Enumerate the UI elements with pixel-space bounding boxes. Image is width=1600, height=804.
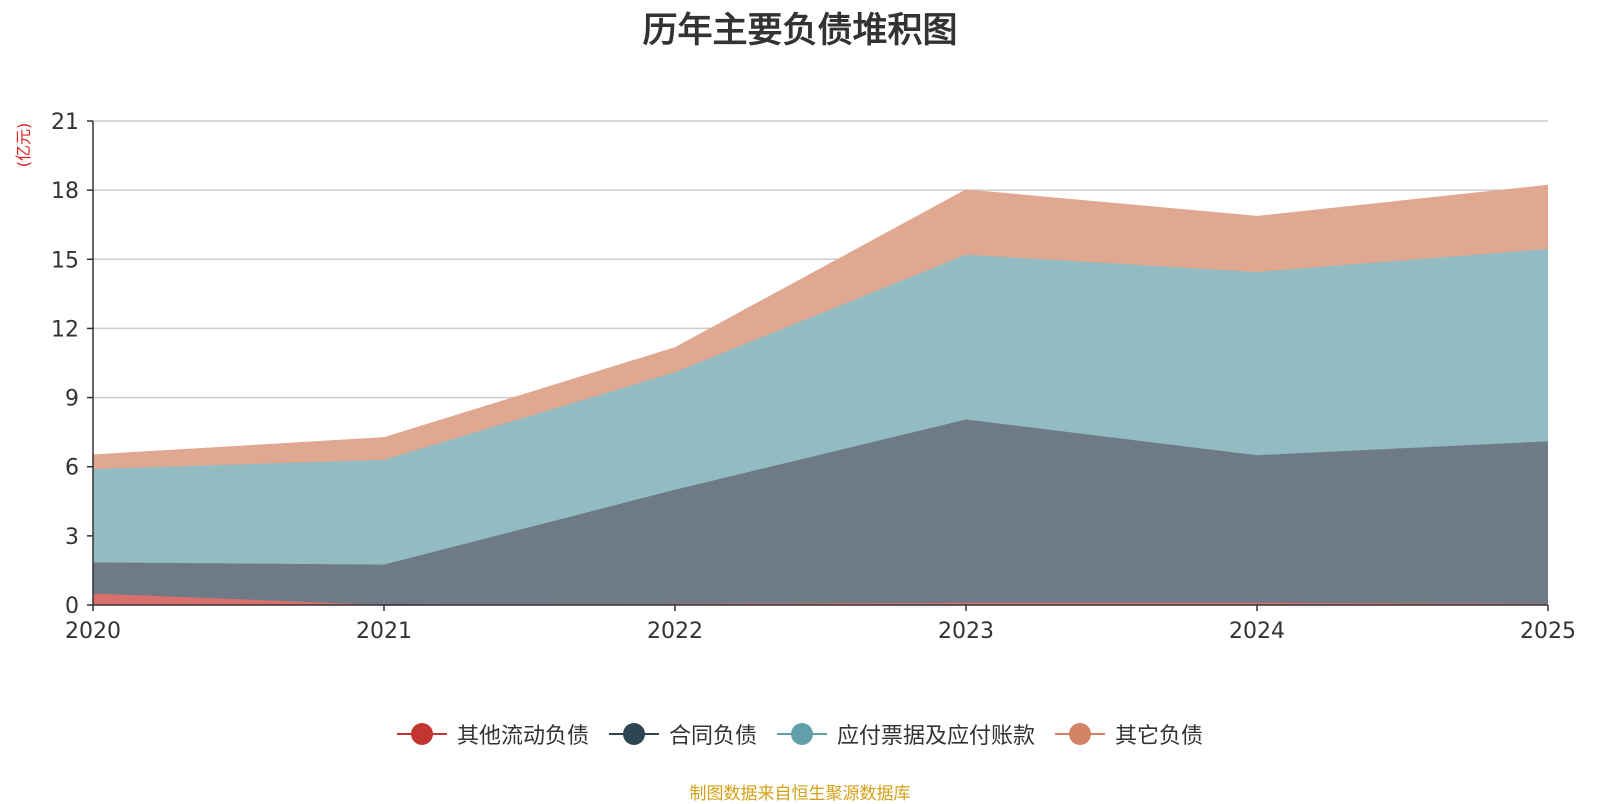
chart-legend: 其他流动负债 合同负债 应付票据及应付账款 其它负债 [0,718,1600,750]
legend-label: 应付票据及应付账款 [837,724,1036,749]
legend-marker-icon [1055,721,1106,747]
legend-label: 其它负债 [1115,724,1204,749]
y-tick-label: 21 [51,110,79,135]
x-tick-label: 2021 [356,619,412,644]
y-tick-label: 6 [65,456,79,481]
x-tick-label: 2025 [1520,619,1576,644]
x-tick-label: 2023 [938,619,994,644]
legend-item-1[interactable]: 合同负债 [608,718,757,750]
y-tick-label: 15 [51,248,79,273]
area-series-1 [93,419,1548,605]
legend-label: 合同负债 [668,724,757,749]
x-tick-label: 2024 [1229,619,1285,644]
y-tick-label: 12 [51,317,79,342]
legend-marker-icon [777,721,827,747]
data-source-note: 制图数据来自恒生聚源数据库 [689,784,911,804]
y-tick-label: 9 [65,387,79,412]
legend-item-3[interactable]: 其它负债 [1055,718,1203,750]
legend-marker-icon [608,721,659,747]
x-tick-label: 2022 [647,619,703,644]
legend-item-2[interactable]: 应付票据及应付账款 [777,718,1035,750]
area-edge-series-3 [92,184,1549,456]
y-tick-label: 0 [65,594,79,619]
area-series-3 [93,185,1548,470]
area-series-2 [93,248,1548,565]
y-tick-label: 3 [65,525,79,550]
x-tick-label: 2020 [65,619,121,644]
y-tick-label: 18 [51,179,79,204]
legend-label: 其他流动负债 [456,724,589,749]
legend-item-0[interactable]: 其他流动负债 [396,718,589,750]
legend-marker-icon [396,721,447,747]
chart-title: 历年主要负债堆积图 [642,11,958,51]
